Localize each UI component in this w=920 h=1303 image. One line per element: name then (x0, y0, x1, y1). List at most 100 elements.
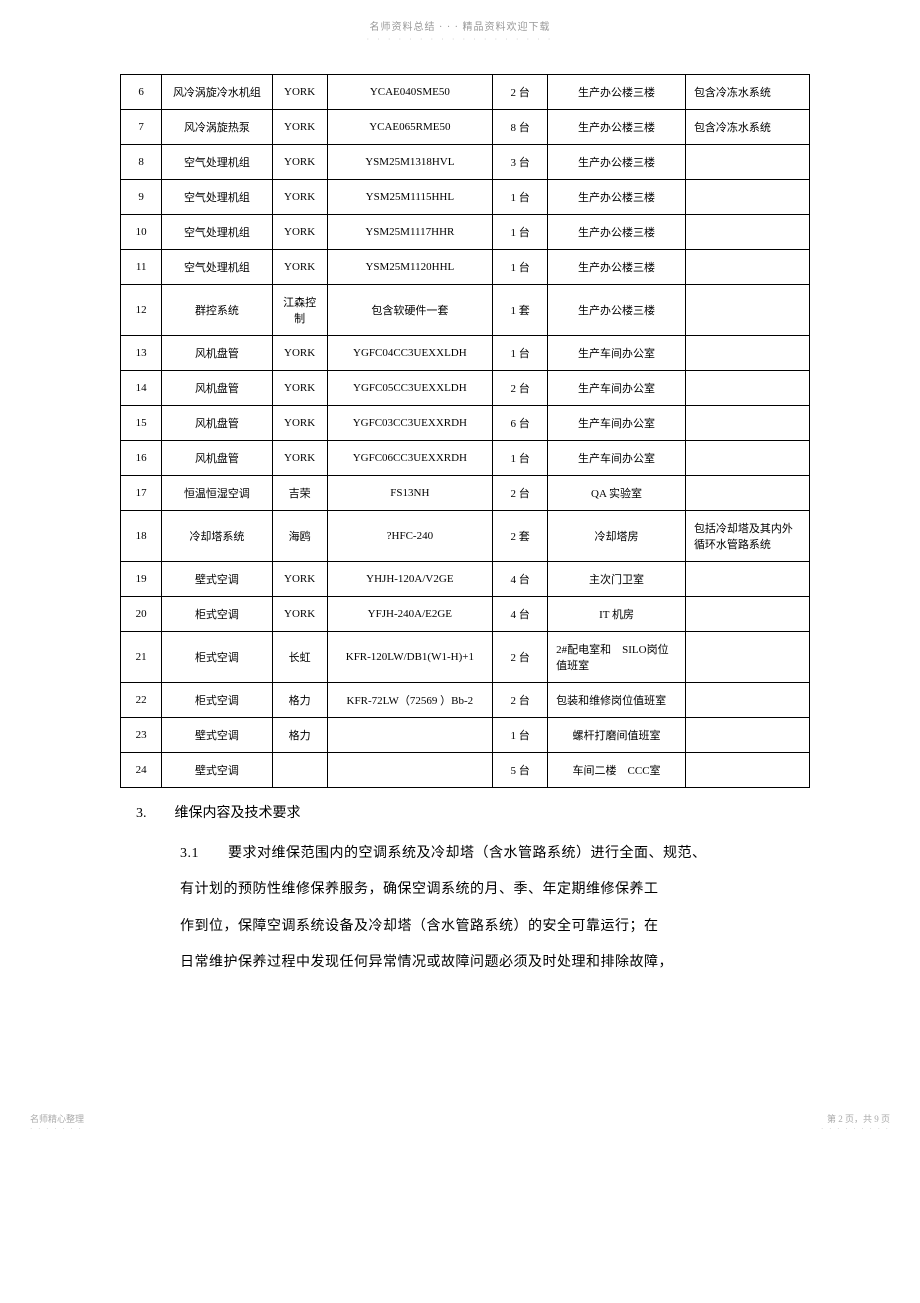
table-cell: 生产办公楼三楼 (548, 215, 686, 250)
table-cell: 9 (121, 180, 162, 215)
table-cell: 生产办公楼三楼 (548, 145, 686, 180)
table-cell: YORK (272, 562, 327, 597)
table-cell: 2 台 (493, 683, 548, 718)
header-title: 名师资料总结 · · · 精品资料欢迎下载 (0, 0, 920, 35)
table-row: 20柜式空调YORKYFJH-240A/E2GE4 台IT 机房 (121, 597, 810, 632)
table-cell (685, 476, 809, 511)
table-cell (327, 753, 492, 788)
footer-right-text: 第 2 页，共 9 页 (821, 1112, 890, 1125)
table-row: 6风冷涡旋冷水机组YORKYCAE040SME502 台生产办公楼三楼包含冷冻水… (121, 75, 810, 110)
table-cell (327, 718, 492, 753)
table-cell: 风机盘管 (162, 336, 272, 371)
table-cell: 空气处理机组 (162, 180, 272, 215)
table-cell: YSM25M1117HHR (327, 215, 492, 250)
table-cell: YSM25M1318HVL (327, 145, 492, 180)
table-cell: 1 台 (493, 718, 548, 753)
table-cell: 1 台 (493, 250, 548, 285)
table-cell: 1 套 (493, 285, 548, 336)
para-line-1: 3.1 要求对维保范围内的空调系统及冷却塔（含水管路系统）进行全面、规范、 (180, 836, 790, 872)
table-cell: YFJH-240A/E2GE (327, 597, 492, 632)
table-cell: 生产办公楼三楼 (548, 180, 686, 215)
table-cell: 2 台 (493, 632, 548, 683)
table-cell: 长虹 (272, 632, 327, 683)
table-row: 12群控系统江森控制包含软硬件一套1 套生产办公楼三楼 (121, 285, 810, 336)
table-cell: 江森控制 (272, 285, 327, 336)
table-row: 9空气处理机组YORKYSM25M1115HHL1 台生产办公楼三楼 (121, 180, 810, 215)
table-row: 24壁式空调5 台车间二楼 CCC室 (121, 753, 810, 788)
table-cell: 壁式空调 (162, 562, 272, 597)
table-cell: 18 (121, 511, 162, 562)
table-cell: 柜式空调 (162, 683, 272, 718)
table-cell: 15 (121, 406, 162, 441)
table-cell (685, 180, 809, 215)
table-cell: YGFC05CC3UEXXLDH (327, 371, 492, 406)
table-row: 23壁式空调格力1 台螺杆打磨间值班室 (121, 718, 810, 753)
table-cell (685, 441, 809, 476)
table-cell: 生产办公楼三楼 (548, 250, 686, 285)
table-cell: 7 (121, 110, 162, 145)
table-cell: 24 (121, 753, 162, 788)
table-row: 21柜式空调长虹KFR-120LW/DB1(W1-H)+12 台2#配电室和 S… (121, 632, 810, 683)
table-cell (685, 632, 809, 683)
table-row: 16风机盘管YORKYGFC06CC3UEXXRDH1 台生产车间办公室 (121, 441, 810, 476)
table-cell: 6 (121, 75, 162, 110)
table-cell: 壁式空调 (162, 718, 272, 753)
table-cell: YORK (272, 145, 327, 180)
table-row: 11空气处理机组YORKYSM25M1120HHL1 台生产办公楼三楼 (121, 250, 810, 285)
section-title: 3. 维保内容及技术要求 (120, 788, 810, 836)
table-row: 10空气处理机组YORKYSM25M1117HHR1 台生产办公楼三楼 (121, 215, 810, 250)
table-cell: 包括冷却塔及其内外循环水管路系统 (685, 511, 809, 562)
table-cell: 格力 (272, 718, 327, 753)
table-cell: 1 台 (493, 336, 548, 371)
para-line-4: 日常维护保养过程中发现任何异常情况或故障问题必须及时处理和排除故障， (180, 945, 790, 981)
footer-right-dots: · · · · · · · · · (821, 1125, 890, 1133)
table-cell: 恒温恒湿空调 (162, 476, 272, 511)
table-cell: 包含软硬件一套 (327, 285, 492, 336)
table-cell: 海鸥 (272, 511, 327, 562)
table-cell: 生产车间办公室 (548, 406, 686, 441)
header-dots: · · · · · · · · · · · · · · · · · · (0, 35, 920, 74)
table-row: 13风机盘管YORKYGFC04CC3UEXXLDH1 台生产车间办公室 (121, 336, 810, 371)
table-cell (685, 562, 809, 597)
table-cell: 冷却塔房 (548, 511, 686, 562)
table-cell: 2 台 (493, 476, 548, 511)
table-cell: YGFC03CC3UEXXRDH (327, 406, 492, 441)
table-cell: 16 (121, 441, 162, 476)
table-cell: 1 台 (493, 441, 548, 476)
table-cell: 10 (121, 215, 162, 250)
table-cell: 壁式空调 (162, 753, 272, 788)
table-cell: 8 (121, 145, 162, 180)
table-cell: 包含冷冻水系统 (685, 110, 809, 145)
table-cell: YSM25M1115HHL (327, 180, 492, 215)
table-cell: YORK (272, 215, 327, 250)
table-cell: YORK (272, 250, 327, 285)
table-cell: FS13NH (327, 476, 492, 511)
table-cell: 螺杆打磨间值班室 (548, 718, 686, 753)
table-cell: ?HFC-240 (327, 511, 492, 562)
table-cell: 14 (121, 371, 162, 406)
table-cell (685, 145, 809, 180)
table-cell: 17 (121, 476, 162, 511)
table-cell: 吉荣 (272, 476, 327, 511)
table-cell: 空气处理机组 (162, 250, 272, 285)
table-cell: 生产办公楼三楼 (548, 75, 686, 110)
table-cell: YORK (272, 336, 327, 371)
table-cell: 风冷涡旋热泵 (162, 110, 272, 145)
table-cell: YGFC04CC3UEXXLDH (327, 336, 492, 371)
table-cell: 生产车间办公室 (548, 336, 686, 371)
table-cell: 1 台 (493, 180, 548, 215)
table-cell: 风机盘管 (162, 441, 272, 476)
table-cell: IT 机房 (548, 597, 686, 632)
table-cell: 柜式空调 (162, 632, 272, 683)
table-cell (685, 336, 809, 371)
table-cell: YORK (272, 180, 327, 215)
table-row: 19壁式空调YORKYHJH-120A/V2GE4 台主次门卫室 (121, 562, 810, 597)
table-cell: 包装和维修岗位值班室 (548, 683, 686, 718)
table-cell: 2 台 (493, 75, 548, 110)
table-cell (685, 683, 809, 718)
footer-left-dots: · · · · · · · (30, 1125, 84, 1133)
table-cell: 21 (121, 632, 162, 683)
table-cell: 2#配电室和 SILO岗位值班室 (548, 632, 686, 683)
table-cell: YORK (272, 371, 327, 406)
table-cell: 生产车间办公室 (548, 441, 686, 476)
